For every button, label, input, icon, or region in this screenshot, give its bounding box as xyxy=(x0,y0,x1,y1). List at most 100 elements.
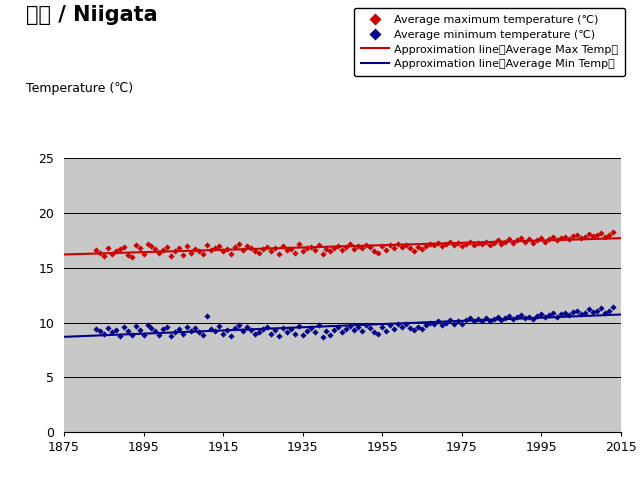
Point xyxy=(436,321,447,329)
Point xyxy=(465,238,475,245)
Point xyxy=(409,326,419,334)
Point xyxy=(325,331,335,338)
Point xyxy=(278,324,288,332)
Point xyxy=(166,252,177,260)
Point xyxy=(556,310,566,318)
Point xyxy=(317,250,328,257)
Point xyxy=(131,241,141,249)
Point xyxy=(274,332,284,339)
Point xyxy=(214,322,224,330)
Point xyxy=(584,230,594,238)
Point xyxy=(604,307,614,314)
Point xyxy=(544,311,554,319)
Point xyxy=(289,330,300,337)
Point xyxy=(226,332,236,339)
Point xyxy=(468,318,479,325)
Point xyxy=(409,248,419,255)
Point xyxy=(429,320,439,327)
Point xyxy=(369,248,380,255)
Point xyxy=(246,326,256,334)
Point xyxy=(262,323,272,331)
Point xyxy=(95,327,105,335)
Point xyxy=(310,329,320,336)
Point xyxy=(250,248,260,255)
Point xyxy=(373,330,383,337)
Point xyxy=(345,240,355,248)
Point xyxy=(393,240,403,248)
Point xyxy=(497,240,507,248)
Point xyxy=(401,320,411,327)
Point xyxy=(600,233,610,241)
Point xyxy=(186,249,196,256)
Point xyxy=(222,245,232,253)
Point xyxy=(520,314,531,322)
Point xyxy=(317,333,328,341)
Point xyxy=(330,244,340,252)
Point xyxy=(91,247,101,254)
Point xyxy=(107,329,117,336)
Point xyxy=(127,253,137,261)
Point xyxy=(154,331,164,338)
Point xyxy=(206,247,216,254)
Point xyxy=(425,319,435,326)
Point xyxy=(512,237,522,244)
Point xyxy=(393,320,403,327)
Point xyxy=(417,245,427,253)
Point xyxy=(246,244,256,252)
Point xyxy=(552,237,563,244)
Point xyxy=(190,245,200,253)
Point xyxy=(163,323,173,331)
Point xyxy=(373,249,383,256)
Point xyxy=(441,240,451,248)
Point xyxy=(258,245,268,253)
Point xyxy=(134,326,145,334)
Point xyxy=(150,327,161,335)
Point xyxy=(413,323,423,331)
Point xyxy=(341,243,351,251)
Point xyxy=(143,321,153,329)
Point xyxy=(218,330,228,337)
Point xyxy=(314,241,324,249)
Point xyxy=(333,242,344,250)
Point xyxy=(310,247,320,254)
Point xyxy=(564,311,574,319)
Point xyxy=(99,252,109,260)
Point xyxy=(560,233,570,241)
Point xyxy=(230,324,240,332)
Point xyxy=(421,242,431,250)
Point xyxy=(269,244,280,252)
Point xyxy=(147,242,157,250)
Point xyxy=(524,236,534,243)
Point xyxy=(143,240,153,248)
Point xyxy=(190,324,200,332)
Point xyxy=(118,243,129,251)
Point xyxy=(560,309,570,316)
Text: Temperature (℃): Temperature (℃) xyxy=(26,82,132,95)
Point xyxy=(254,329,264,336)
Point xyxy=(115,332,125,339)
Point xyxy=(536,310,547,318)
Point xyxy=(337,247,348,254)
Point xyxy=(381,247,391,254)
Point xyxy=(484,318,495,325)
Point xyxy=(234,321,244,329)
Point xyxy=(285,325,296,333)
Point xyxy=(194,248,204,255)
Point xyxy=(91,325,101,333)
Point xyxy=(269,326,280,334)
Point xyxy=(163,243,173,251)
Point xyxy=(580,233,590,241)
Point xyxy=(242,323,252,331)
Point xyxy=(477,240,487,248)
Point xyxy=(381,327,391,335)
Point xyxy=(584,306,594,313)
Point xyxy=(234,240,244,248)
Point xyxy=(349,245,360,253)
Legend: Average maximum temperature (℃), Average minimum temperature (℃), Approximation : Average maximum temperature (℃), Average… xyxy=(354,8,625,76)
Point xyxy=(449,320,459,327)
Point xyxy=(488,315,499,323)
Point xyxy=(524,313,534,321)
Point xyxy=(580,309,590,316)
Point xyxy=(158,247,168,254)
Point xyxy=(226,250,236,257)
